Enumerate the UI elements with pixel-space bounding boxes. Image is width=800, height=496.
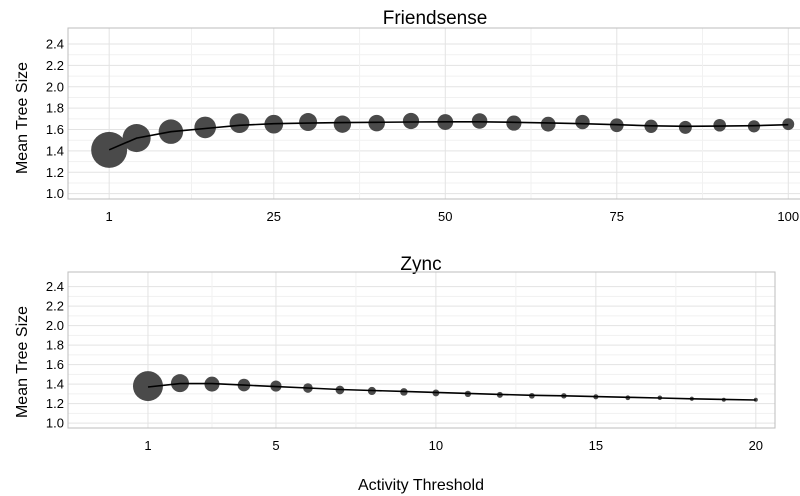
- data-point: [194, 116, 216, 139]
- data-point: [471, 113, 488, 129]
- x-tick-label: 50: [438, 209, 452, 224]
- series-line: [147, 382, 756, 401]
- plot-frame: [67, 27, 800, 200]
- y-tick-label: 1.8: [46, 101, 64, 116]
- y-tick-label: 1.0: [46, 416, 64, 431]
- x-tick-label: 20: [749, 438, 763, 453]
- x-tick-label: 100: [777, 209, 799, 224]
- y-tick-label: 2.2: [46, 58, 64, 73]
- data-point: [132, 371, 163, 402]
- data-point: [229, 113, 250, 134]
- y-tick-label: 2.4: [46, 37, 64, 52]
- data-point: [299, 113, 318, 132]
- data-point: [678, 120, 692, 134]
- plot-frame: [67, 271, 776, 429]
- data-point: [402, 112, 420, 130]
- y-tick-label: 2.2: [46, 299, 64, 314]
- chart-panel-friendsense: Friendsense Mean Tree Size 1.0 1.2 1.4 1.6 1…: [14, 8, 800, 224]
- y-tick-label: 1.4: [46, 143, 64, 158]
- x-axis-label: Activity Threshold: [358, 477, 484, 494]
- y-tick-label: 2.0: [46, 318, 64, 333]
- y-axis-label: Mean Tree Size: [14, 306, 31, 418]
- data-point: [333, 115, 352, 133]
- series-line: [108, 121, 789, 151]
- data-point: [368, 114, 385, 132]
- y-tick-label: 1.6: [46, 122, 64, 137]
- chart-panel-zync: Zync Mean Tree Size 1.0 1.2 1.4 1.6 1.8 2.0 2.…: [14, 254, 776, 453]
- grid: [68, 272, 775, 428]
- y-tick-label: 1.2: [46, 396, 64, 411]
- data-point: [540, 116, 556, 132]
- y-tick-label: 1.2: [46, 165, 64, 180]
- data-point: [506, 115, 522, 131]
- grid: [68, 28, 800, 199]
- x-tick-label: 5: [272, 438, 279, 453]
- x-tick-label: 1: [106, 209, 113, 224]
- x-tick-label: 75: [610, 209, 624, 224]
- data-point: [713, 118, 726, 132]
- y-tick-label: 2.0: [46, 79, 64, 94]
- x-tick-label: 1: [144, 438, 151, 453]
- x-tick-label: 15: [589, 438, 603, 453]
- data-point: [575, 114, 590, 130]
- y-tick-label: 1.4: [46, 377, 64, 392]
- y-tick-label: 2.4: [46, 279, 64, 294]
- x-tick-label: 10: [429, 438, 443, 453]
- y-tick-label: 1.6: [46, 357, 64, 372]
- chart-title: Zync: [400, 254, 441, 275]
- y-tick-label: 1.0: [46, 186, 64, 201]
- chart-title: Friendsense: [383, 8, 488, 29]
- x-tick-label: 25: [267, 209, 281, 224]
- data-point: [91, 131, 128, 168]
- y-axis-label: Mean Tree Size: [14, 62, 31, 174]
- y-tick-label: 1.8: [46, 338, 64, 353]
